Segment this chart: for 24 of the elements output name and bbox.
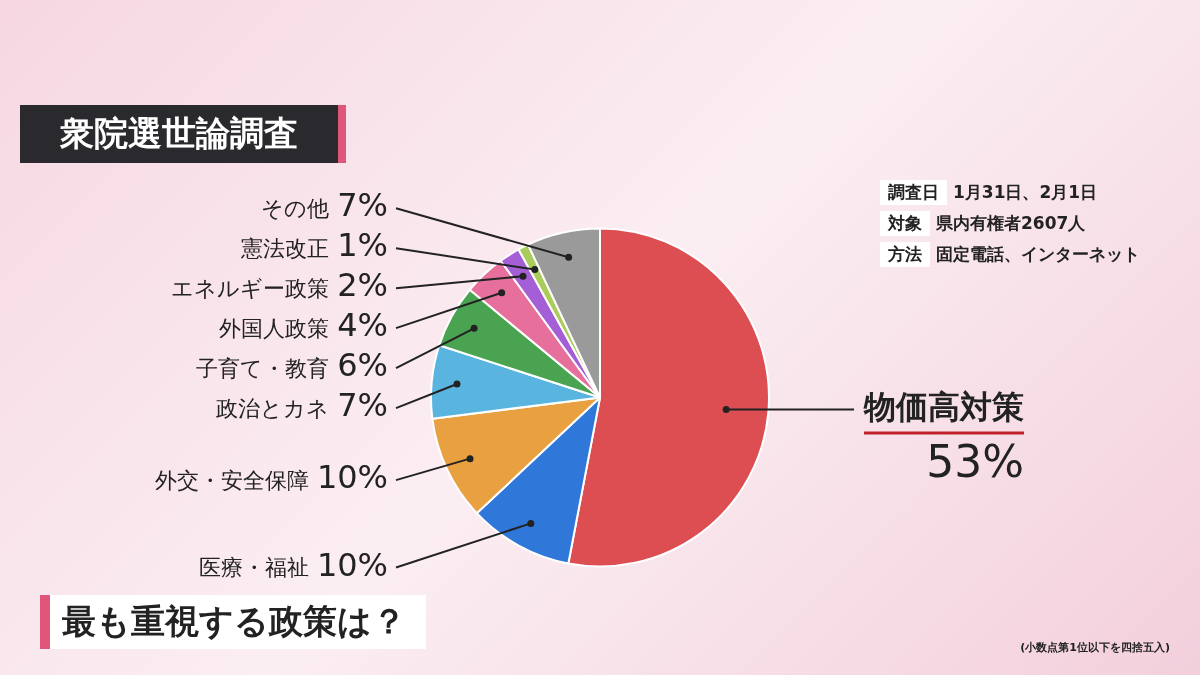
data-label: 4% <box>337 306 388 345</box>
data-label: 10% <box>316 545 388 584</box>
text: 方法 固定電話、インターネット <box>887 243 1140 266</box>
slice-label: 外交・安全保障 <box>154 467 309 493</box>
slice-label: 物価高対策 <box>863 387 1024 426</box>
slice-label: 憲法改正 <box>240 235 330 261</box>
text: 最も重視する政策は？ <box>40 595 426 649</box>
chart-title: 衆院選世論調査 <box>20 105 346 163</box>
slice-label: エネルギー政策 <box>171 275 330 301</box>
data-label: 6% <box>337 346 388 385</box>
data-label: 2% <box>337 266 388 305</box>
text: 対象 県内有権者2607人 <box>887 212 1086 235</box>
data-label: 7% <box>337 186 388 225</box>
slice-label: その他 <box>261 195 330 221</box>
data-label: 1% <box>337 226 388 265</box>
slice-label: 子育て・教育 <box>196 355 330 381</box>
data-label: 7% <box>337 386 388 425</box>
slice-label: 政治とカネ <box>216 395 330 421</box>
data-label: 10% <box>316 458 388 497</box>
text: (小数点第1位以下を四捨五入) <box>1020 640 1170 655</box>
text: 調査日 1月31日、2月1日 <box>887 181 1098 204</box>
slice-label: 医療・福祉 <box>198 555 309 581</box>
data-label: 53% <box>926 435 1024 487</box>
slice-label: 外国人政策 <box>219 315 330 341</box>
